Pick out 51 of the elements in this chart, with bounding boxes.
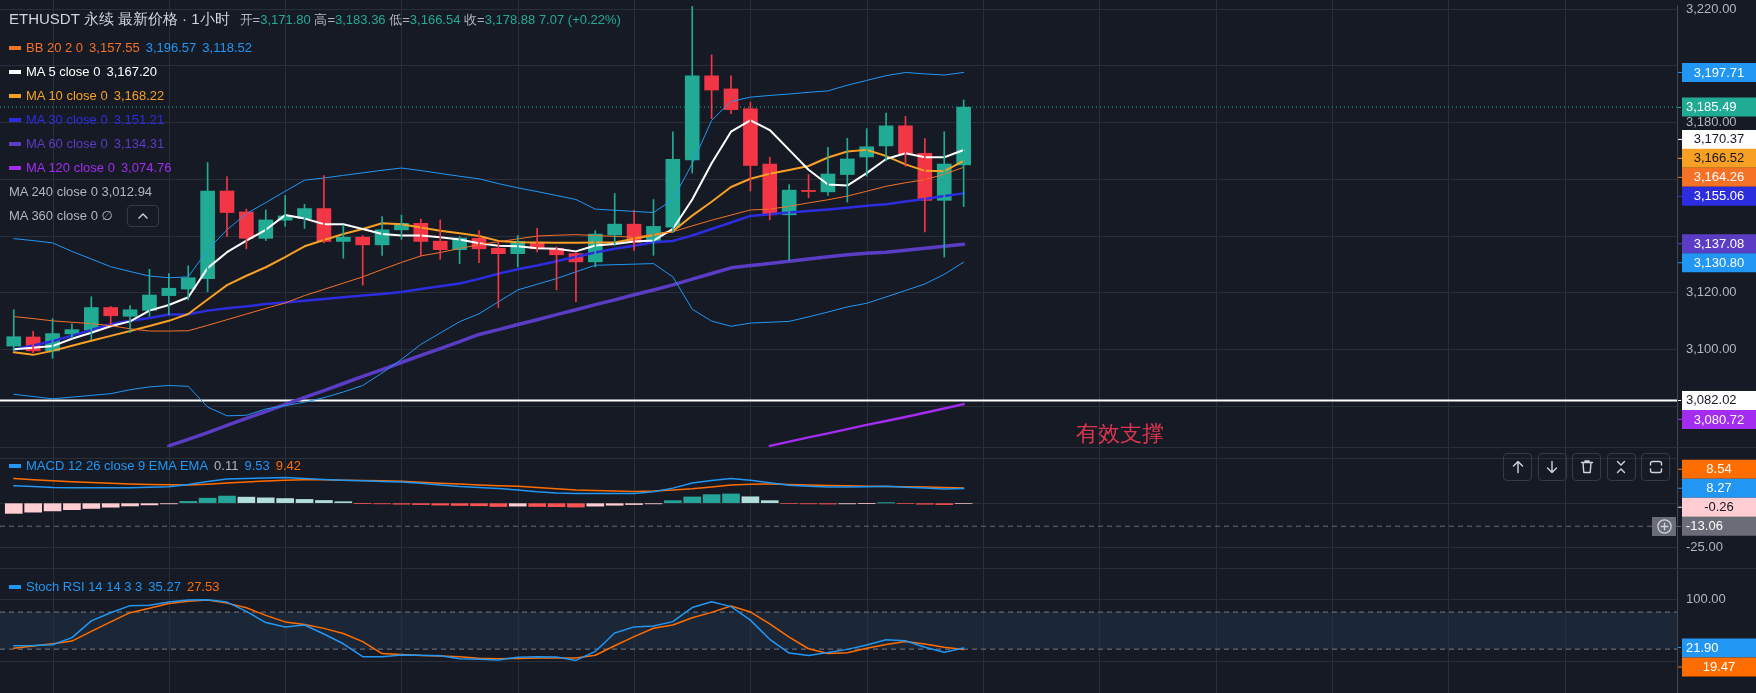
annotation: 9.42 <box>275 458 302 473</box>
annotation: 35.27 <box>148 579 181 594</box>
text: 3,137.08 <box>1693 235 1745 251</box>
y-tick-label: 3,082.02 <box>1686 392 1737 408</box>
y-tick-label: 3,100.00 <box>1686 341 1737 357</box>
y-tick-label: -25.00 <box>1686 538 1723 554</box>
text: 3,130.80 <box>1693 254 1745 270</box>
legend-label: MA 5 close 0 <box>26 64 101 79</box>
text: 8.54 <box>1706 461 1732 477</box>
legend-label: MA 10 close 0 <box>26 88 108 103</box>
y-tick-label: 3,220.00 <box>1686 0 1737 16</box>
text: 19.47 <box>1702 659 1736 675</box>
annotation: 3,168.22 <box>113 88 165 103</box>
candlestick <box>335 224 351 259</box>
ref-line-label: 有效支撑 <box>1076 420 1165 446</box>
text: -0.26 <box>1704 499 1734 515</box>
candlestick <box>122 305 138 334</box>
y-tick-label: 3,120.00 <box>1686 284 1737 300</box>
annotation: 3,074.76 <box>120 160 172 175</box>
y-tick-label: -13.06 <box>1686 517 1723 533</box>
text: 3,166.52 <box>1693 150 1745 166</box>
chart-title: ETHUSDT 永续 最新价格 · 1小时 <box>9 10 230 27</box>
annotation: 3,167.20 <box>106 64 158 79</box>
y-tick-label: 3,185.49 <box>1686 98 1737 114</box>
legend-label: MA 120 close 0 <box>26 160 115 175</box>
annotation: 3,157.55 <box>89 40 140 55</box>
annotation: 3,118.52 <box>202 40 252 55</box>
y-tick-label: 21.90 <box>1686 639 1719 655</box>
y-tick-label: 100.00 <box>1686 591 1726 607</box>
annotation: 27.53 <box>186 579 220 594</box>
text: 3,080.72 <box>1693 411 1745 427</box>
legend-label: Stoch RSI 14 14 3 3 <box>26 579 143 594</box>
legend-label: MA 30 close 0 <box>26 112 108 127</box>
candlestick <box>103 306 119 325</box>
legend-label: BB 20 2 0 <box>26 40 84 55</box>
text: 3,155.06 <box>1693 188 1745 204</box>
legend-label: MACD 12 26 close 9 EMA EMA <box>26 458 209 473</box>
text: 3,170.37 <box>1693 131 1745 147</box>
annotation: MA 360 close 0 ∅ <box>9 208 113 223</box>
annotation: MA 240 close 0 3,012.94 <box>9 184 153 199</box>
text: 开=3,171.80 高=3,183.36 低=3,166.54 收=3,178.88 7.07 (+0.22%) <box>239 12 621 27</box>
legend-label: MA 60 close 0 <box>26 136 108 151</box>
annotation: 3,196.57 <box>145 40 197 55</box>
annotation: 3,151.21 <box>113 112 165 127</box>
annotation: 0.11 <box>214 458 239 473</box>
annotation: 3,134.31 <box>113 136 165 151</box>
text: 3,164.26 <box>1693 169 1745 185</box>
annotation: 9.53 <box>244 458 270 473</box>
text: 8.27 <box>1706 480 1732 496</box>
text: 3,197.71 <box>1693 64 1745 80</box>
y-tick-label: 3,180.00 <box>1686 114 1737 130</box>
